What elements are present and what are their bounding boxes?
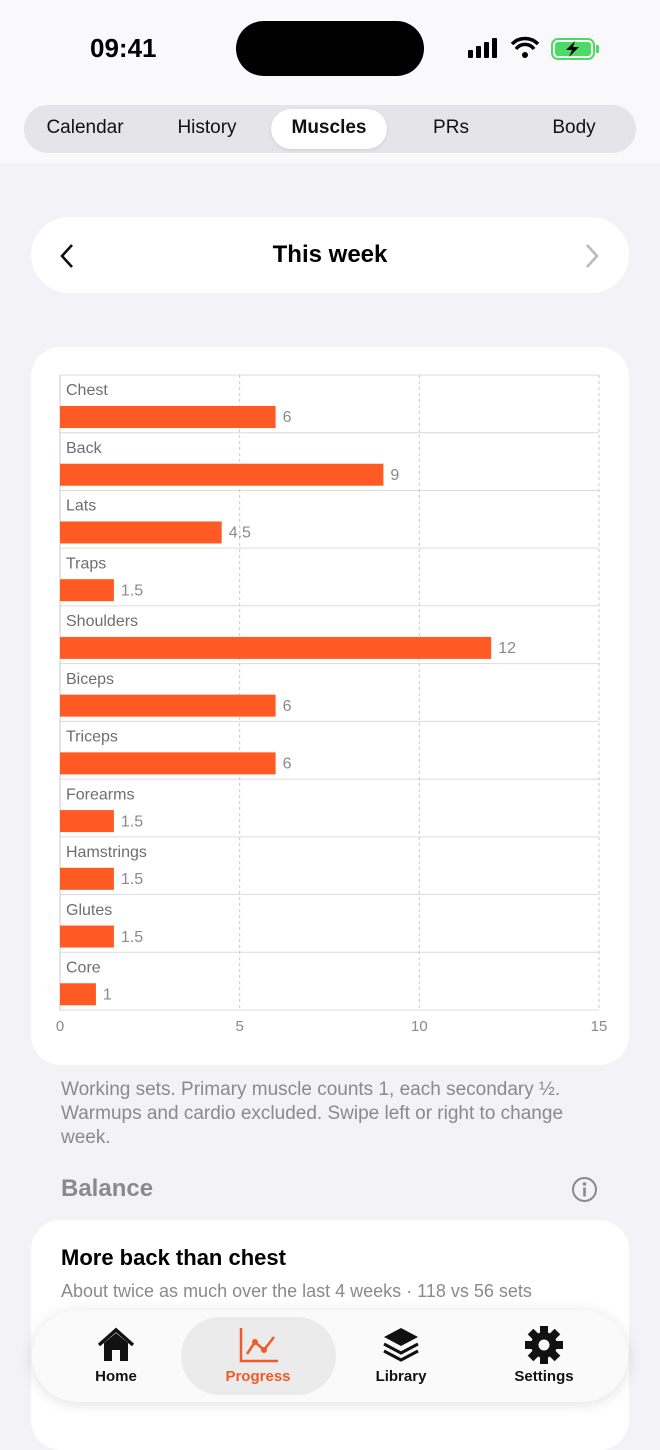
value-label: 1.5 (121, 871, 143, 888)
bar (60, 579, 114, 602)
category-label: Triceps (66, 729, 118, 746)
x-tick-label: 0 (56, 1018, 64, 1035)
value-label: 6 (283, 698, 292, 715)
category-label: Back (66, 440, 103, 457)
category-label: Shoulders (66, 613, 138, 630)
category-label: Biceps (66, 671, 114, 688)
bar (60, 463, 384, 486)
category-label: Lats (66, 498, 96, 515)
section-heading: Balance (61, 1175, 154, 1202)
bar (60, 694, 276, 717)
week-title: This week (272, 241, 388, 268)
value-label: 1 (103, 986, 112, 1003)
status-icons (468, 36, 599, 60)
chart: 0 5 10 15 Chest 6 Back 9 Lats 4.5 Traps 1.5 Shoulder… (56, 374, 608, 1035)
bar (60, 406, 276, 428)
category-label: Hamstrings (66, 844, 147, 861)
bar (60, 925, 114, 948)
balance-subtitle: About twice as much over the last 4 week… (61, 1281, 532, 1301)
value-label: 1.5 (121, 813, 143, 830)
tab[interactable]: Library (375, 1368, 427, 1385)
dynamic-island (236, 21, 424, 76)
x-tick-label: 15 (591, 1018, 608, 1035)
caption: Working sets. Primary muscle counts 1, e… (61, 1079, 564, 1148)
balance-title: More back than chest (61, 1245, 286, 1270)
week-nav (31, 217, 629, 293)
tab[interactable]: Progress (225, 1368, 291, 1385)
segment[interactable]: History (177, 117, 237, 138)
value-label: 9 (390, 467, 399, 484)
segment-selected (271, 109, 387, 149)
settings-icon (525, 1326, 563, 1364)
tab-selected (181, 1317, 336, 1395)
x-tick-label: 10 (411, 1018, 428, 1035)
bar (60, 810, 114, 833)
value-label: 1.5 (121, 582, 143, 599)
value-label: 4.5 (229, 525, 251, 542)
bar (60, 752, 276, 775)
segment[interactable]: PRs (433, 117, 469, 138)
bar (60, 521, 222, 544)
segment[interactable]: Calendar (46, 117, 124, 138)
tab[interactable]: Settings (514, 1368, 574, 1385)
segment[interactable]: Muscles (291, 117, 367, 138)
segment[interactable]: Body (552, 117, 596, 138)
x-tick-label: 5 (235, 1018, 243, 1035)
prev-week[interactable] (58, 242, 78, 270)
bar (60, 636, 492, 659)
info-icon[interactable] (571, 1176, 598, 1203)
tab[interactable]: Home (95, 1368, 137, 1385)
status-time: 09:41 (90, 33, 157, 63)
category-label: Core (66, 959, 101, 976)
progress-icon (239, 1328, 278, 1363)
next-week[interactable] (582, 242, 602, 270)
value-label: 6 (283, 756, 292, 773)
category-label: Glutes (66, 902, 112, 919)
bar (60, 983, 96, 1006)
home-icon (97, 1327, 135, 1361)
bar (60, 867, 114, 890)
value-label: 1.5 (121, 929, 143, 946)
value-label: 6 (283, 409, 292, 426)
category-label: Traps (66, 555, 106, 572)
category-label: Chest (66, 382, 108, 399)
value-label: 12 (498, 640, 516, 657)
category-label: Forearms (66, 786, 134, 803)
library-icon (383, 1328, 419, 1362)
